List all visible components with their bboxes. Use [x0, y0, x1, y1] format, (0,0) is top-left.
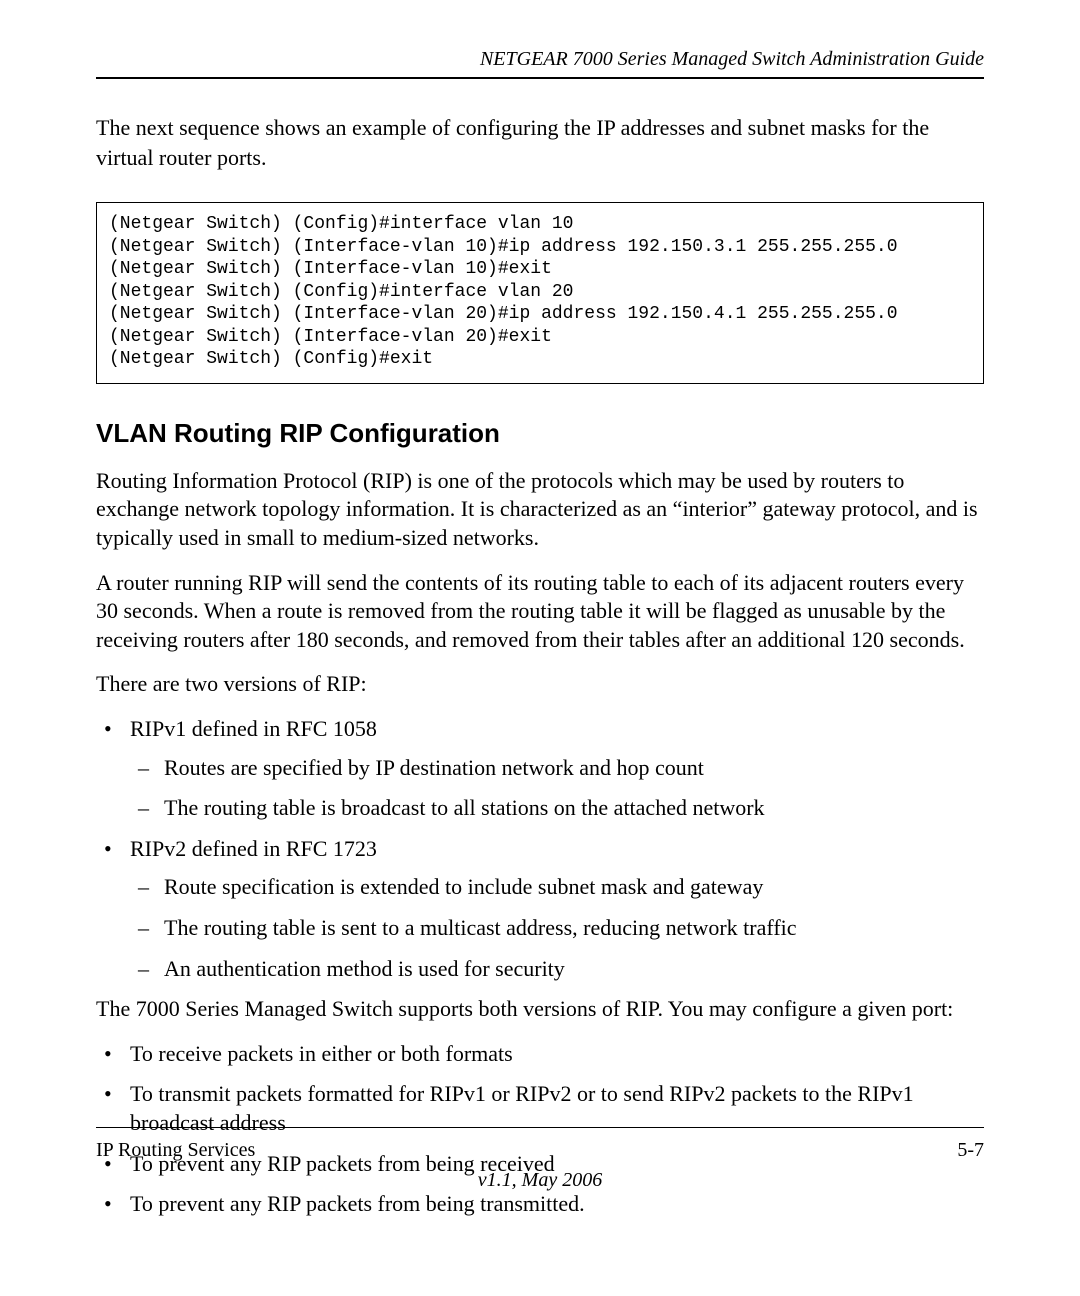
running-header: NETGEAR 7000 Series Managed Switch Admin… — [96, 48, 984, 71]
footer-left: IP Routing Services — [96, 1139, 255, 1162]
footer-line: IP Routing Services 5-7 — [96, 1139, 984, 1162]
list-item-label: RIPv2 defined in RFC 1723 — [130, 836, 377, 861]
body-paragraph: The 7000 Series Managed Switch supports … — [96, 995, 984, 1024]
document-page: NETGEAR 7000 Series Managed Switch Admin… — [0, 0, 1080, 1296]
body-paragraph: There are two versions of RIP: — [96, 670, 984, 699]
sub-list: Routes are specified by IP destination n… — [130, 754, 984, 823]
list-item: To receive packets in either or both for… — [96, 1040, 984, 1069]
footer-page-number: 5-7 — [957, 1139, 984, 1162]
footer-version: v1.1, May 2006 — [0, 1169, 1080, 1192]
list-item-label: RIPv1 defined in RFC 1058 — [130, 716, 377, 741]
header-rule — [96, 77, 984, 79]
list-item: RIPv2 defined in RFC 1723 Route specifica… — [96, 835, 984, 983]
code-block: (Netgear Switch) (Config)#interface vlan… — [96, 202, 984, 384]
list-item: RIPv1 defined in RFC 1058 Routes are spec… — [96, 715, 984, 823]
section-heading: VLAN Routing RIP Configuration — [96, 418, 984, 449]
body-paragraph: A router running RIP will send the conte… — [96, 569, 984, 655]
bullet-list: RIPv1 defined in RFC 1058 Routes are spec… — [96, 715, 984, 983]
list-item: To transmit packets formatted for RIPv1 … — [96, 1080, 984, 1137]
list-item: The routing table is sent to a multicast… — [130, 914, 984, 943]
list-item: To prevent any RIP packets from being tr… — [96, 1190, 984, 1219]
list-item: Routes are specified by IP destination n… — [130, 754, 984, 783]
list-item: An authentication method is used for sec… — [130, 955, 984, 984]
list-item: Route specification is extended to inclu… — [130, 873, 984, 902]
intro-paragraph: The next sequence shows an example of co… — [96, 113, 984, 172]
list-item: The routing table is broadcast to all st… — [130, 794, 984, 823]
body-paragraph: Routing Information Protocol (RIP) is on… — [96, 467, 984, 553]
footer-rule — [96, 1127, 984, 1128]
sub-list: Route specification is extended to inclu… — [130, 873, 984, 983]
